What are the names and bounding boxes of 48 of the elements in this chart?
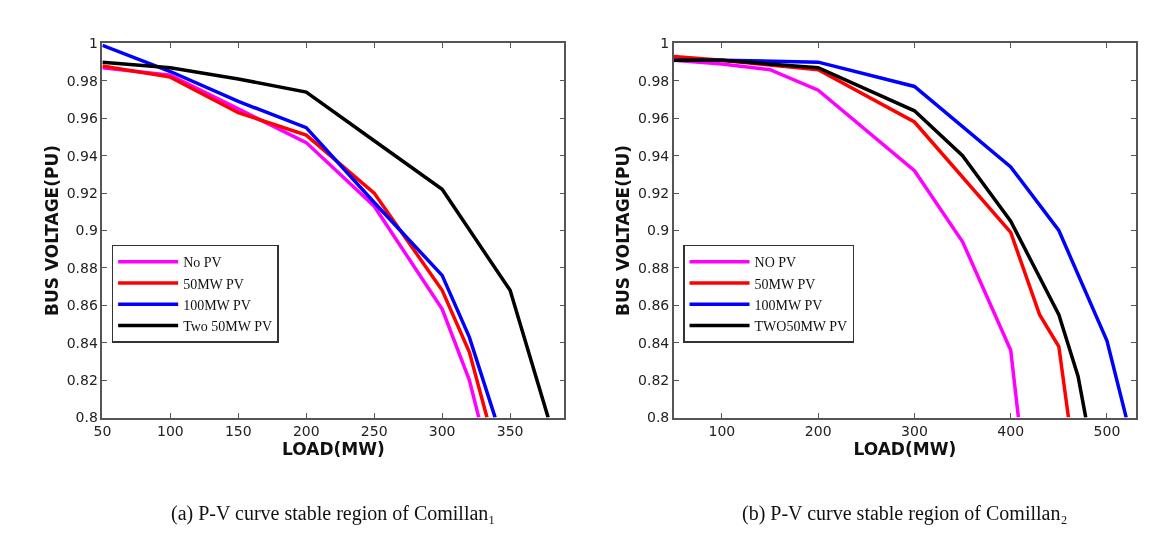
x-axis-title: LOAD(MW) — [853, 439, 957, 460]
y-tick-label: 1 — [88, 35, 98, 52]
legend-label: 100MW PV — [183, 297, 251, 313]
x-tick-label: 100 — [156, 423, 184, 440]
y-tick-label: 0.92 — [638, 185, 670, 201]
legend-label: No PV — [183, 255, 222, 271]
y-tick-label: 0.9 — [75, 222, 98, 239]
y-axis-title: BUS VOLTAGE(PU) — [613, 144, 634, 317]
x-tick-label: 400 — [997, 423, 1025, 440]
y-tick-label: 0.9 — [646, 222, 670, 239]
legend-label: NO PV — [754, 255, 797, 271]
y-tick-label: 0.96 — [66, 110, 98, 127]
y-tick-label: 0.88 — [66, 259, 98, 276]
y-tick-label: 0.94 — [638, 147, 670, 164]
x-axis-title: LOAD(MW) — [282, 439, 385, 460]
x-tick-label: 100 — [708, 423, 736, 440]
y-tick-label: 0.92 — [66, 185, 98, 201]
legend-label: 100MW PV — [754, 297, 823, 313]
x-tick-label: 500 — [1093, 423, 1121, 440]
y-tick-label: 0.84 — [66, 334, 98, 351]
y-tick-label: 0.96 — [638, 110, 670, 127]
x-tick-label: 300 — [901, 423, 928, 440]
x-tick-label: 350 — [496, 423, 524, 440]
y-tick-label: 0.98 — [66, 72, 98, 89]
x-tick-label: 250 — [360, 423, 388, 440]
y-tick-label: 0.88 — [638, 259, 670, 276]
text: (b) P-V curve stable region of Comillan₂ — [742, 502, 1068, 525]
legend-label: 50MW PV — [754, 276, 816, 292]
y-tick-label: 0.8 — [646, 409, 670, 426]
legend-label: Two 50MW PV — [183, 318, 273, 334]
y-tick-label: 1 — [660, 35, 670, 52]
y-tick-label: 0.8 — [75, 409, 98, 426]
y-tick-label: 0.84 — [638, 334, 670, 351]
y-tick-label: 0.82 — [638, 372, 670, 389]
x-tick-label: 200 — [292, 423, 320, 440]
legend-label: TWO50MW PV — [754, 318, 848, 334]
y-tick-label: 0.98 — [638, 72, 670, 89]
y-tick-label: 0.86 — [638, 297, 670, 314]
x-tick-label: 200 — [804, 423, 832, 440]
x-tick-label: 300 — [428, 423, 456, 440]
text: (a) P-V curve stable region of Comillan₁ — [171, 502, 496, 525]
y-tick-label: 0.82 — [66, 372, 98, 389]
x-tick-label: 150 — [224, 423, 252, 440]
y-tick-label: 0.86 — [66, 297, 98, 314]
legend-label: 50MW PV — [183, 276, 244, 292]
y-axis-title: BUS VOLTAGE(PU) — [41, 144, 62, 317]
y-tick-label: 0.94 — [66, 147, 98, 164]
x-tick-label: 50 — [93, 423, 112, 440]
